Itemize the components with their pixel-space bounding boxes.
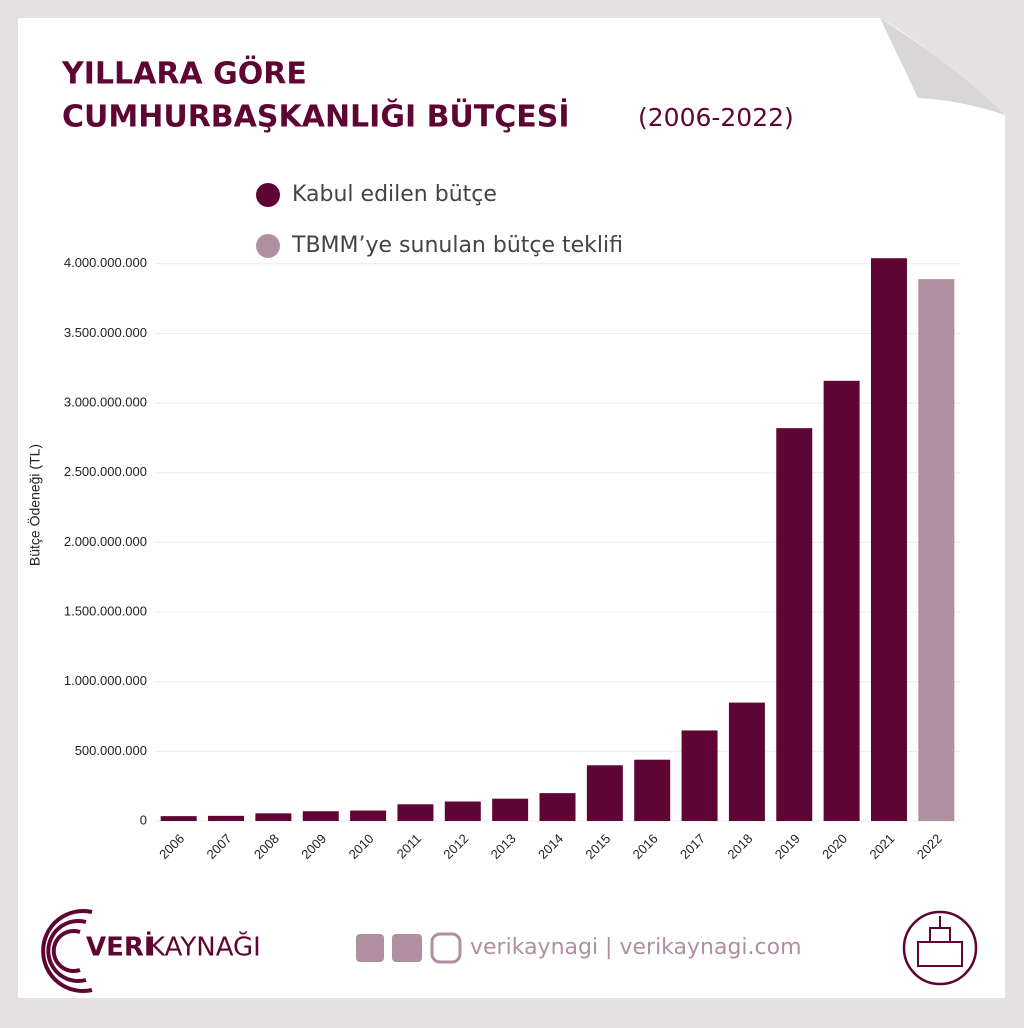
logo <box>41 909 93 993</box>
y-tick-label: 3.500.000.000 <box>64 325 147 340</box>
twitter-icon[interactable] <box>392 934 422 962</box>
bar <box>397 804 434 821</box>
y-axis-label: Bütçe Ödeneği (TL) <box>26 444 43 566</box>
y-tick-label: 1.000.000.000 <box>64 673 147 688</box>
legend-label: TBMM’ye sunulan bütçe teklifi <box>291 233 623 258</box>
bar <box>539 793 576 821</box>
brand-bold: VERİ <box>86 931 154 963</box>
bar <box>823 380 860 821</box>
y-tick-label: 500.000.000 <box>75 743 147 758</box>
chart-subtitle: (2006-2022) <box>638 103 794 132</box>
bar <box>160 816 197 821</box>
bar <box>350 810 387 821</box>
legend-marker <box>256 183 280 207</box>
bar <box>586 765 623 821</box>
bar <box>444 801 481 821</box>
legend-marker <box>256 234 280 258</box>
brand-light: KAYNAĞI <box>148 931 261 963</box>
y-tick-label: 2.000.000.000 <box>64 534 147 549</box>
bar <box>302 811 339 821</box>
instagram-icon[interactable] <box>430 932 462 964</box>
bar <box>492 798 529 821</box>
y-tick-label: 0 <box>140 812 147 827</box>
bar <box>870 258 907 821</box>
bar <box>918 279 955 821</box>
bar <box>255 813 292 821</box>
y-tick-label: 4.000.000.000 <box>64 255 147 270</box>
bar <box>634 759 671 821</box>
chart-title: CUMHURBAŞKANLIĞI BÜTÇESİ <box>62 98 570 135</box>
chart-title: YILLARA GÖRE <box>61 55 307 92</box>
page-curl <box>880 18 1005 115</box>
y-tick-label: 1.500.000.000 <box>64 603 147 618</box>
social-text: verikaynagi | verikaynagi.com <box>470 935 802 960</box>
facebook-icon[interactable] <box>356 934 384 962</box>
bar <box>728 702 765 821</box>
bar <box>681 730 718 821</box>
bar <box>208 815 245 821</box>
legend-label: Kabul edilen bütçe <box>292 182 497 207</box>
y-tick-label: 3.000.000.000 <box>64 395 147 410</box>
building-icon <box>902 910 978 986</box>
bar <box>776 428 813 821</box>
y-tick-label: 2.500.000.000 <box>64 464 147 479</box>
